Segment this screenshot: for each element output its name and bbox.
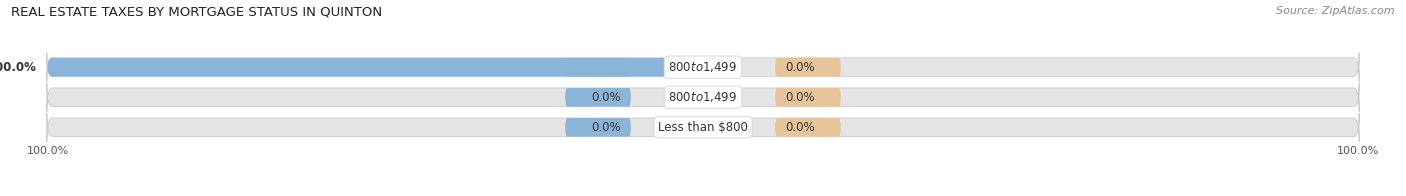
Text: $800 to $1,499: $800 to $1,499: [668, 60, 738, 74]
FancyBboxPatch shape: [46, 83, 1360, 112]
FancyBboxPatch shape: [565, 88, 631, 107]
FancyBboxPatch shape: [775, 88, 841, 107]
Text: 100.0%: 100.0%: [0, 61, 37, 74]
FancyBboxPatch shape: [46, 113, 1360, 142]
Text: 0.0%: 0.0%: [785, 91, 814, 104]
Text: 0.0%: 0.0%: [592, 121, 621, 134]
Text: Less than $800: Less than $800: [658, 121, 748, 134]
FancyBboxPatch shape: [46, 57, 703, 78]
FancyBboxPatch shape: [775, 118, 841, 137]
Text: 0.0%: 0.0%: [785, 61, 814, 74]
Text: 0.0%: 0.0%: [592, 91, 621, 104]
Text: 100.0%: 100.0%: [27, 146, 69, 156]
Text: $800 to $1,499: $800 to $1,499: [668, 90, 738, 104]
Text: 100.0%: 100.0%: [1337, 146, 1379, 156]
FancyBboxPatch shape: [46, 53, 1360, 82]
Text: Source: ZipAtlas.com: Source: ZipAtlas.com: [1277, 6, 1395, 16]
FancyBboxPatch shape: [565, 118, 631, 137]
Text: 0.0%: 0.0%: [785, 121, 814, 134]
FancyBboxPatch shape: [775, 58, 841, 76]
Text: REAL ESTATE TAXES BY MORTGAGE STATUS IN QUINTON: REAL ESTATE TAXES BY MORTGAGE STATUS IN …: [11, 6, 382, 19]
FancyBboxPatch shape: [565, 58, 631, 76]
